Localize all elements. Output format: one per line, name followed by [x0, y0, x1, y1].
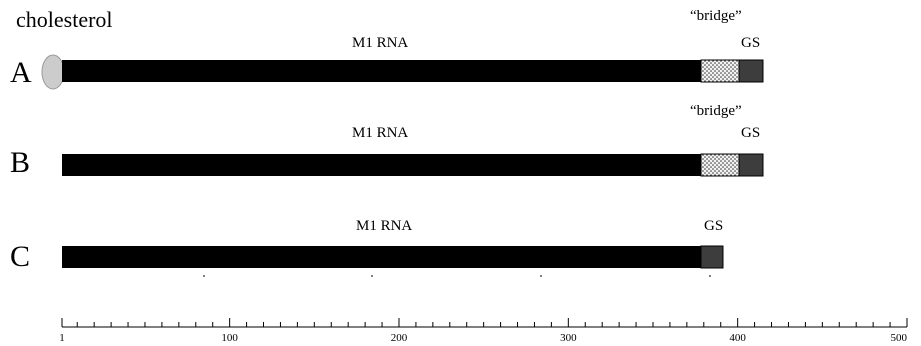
- cholesterol-ellipse: [41, 54, 65, 90]
- gs-bar-b: [738, 153, 764, 177]
- ruler-tick-label: 100: [221, 332, 238, 344]
- ruler-tick-label: 200: [391, 332, 408, 344]
- bridge-bar-b: [700, 153, 740, 177]
- cholesterol-label: cholesterol: [16, 7, 113, 32]
- gs-label-c: GS: [704, 218, 723, 234]
- m1-rna-label-c: M1 RNA: [356, 218, 412, 234]
- m1-rna-label-b: M1 RNA: [352, 125, 408, 141]
- ruler-scale: 1 100 200 300 400 500: [59, 318, 908, 344]
- dot-mark: [540, 275, 542, 277]
- dot-mark: [203, 275, 205, 277]
- dot-mark: [371, 275, 373, 277]
- dot-mark: [709, 275, 711, 277]
- gs-label-a: GS: [741, 35, 760, 51]
- gs-bar-a: [738, 59, 764, 83]
- gs-label-b: GS: [741, 125, 760, 141]
- construct-row-a: A M1 RNA “bridge” GS: [10, 8, 764, 90]
- ruler-tick-label: 1: [59, 332, 65, 344]
- m1-rna-bar-a: [62, 60, 701, 82]
- m1-rna-bar-b: [62, 154, 701, 176]
- ruler-tick-label: 400: [729, 332, 746, 344]
- ruler-tick-label: 500: [891, 332, 908, 344]
- row-label-b: B: [10, 146, 30, 179]
- bridge-label-b: “bridge”: [690, 103, 742, 119]
- m1-rna-label-a: M1 RNA: [352, 35, 408, 51]
- m1-rna-bar-c: [62, 246, 701, 268]
- construct-row-c: C M1 RNA GS: [10, 218, 724, 273]
- ruler-tick-label: 300: [560, 332, 577, 344]
- row-label-a: A: [10, 56, 32, 89]
- gs-bar-c: [700, 245, 724, 269]
- construct-row-b: B M1 RNA “bridge” GS: [10, 103, 764, 179]
- row-label-c: C: [10, 240, 30, 273]
- bridge-bar-a: [700, 59, 740, 83]
- bridge-label-a: “bridge”: [690, 8, 742, 24]
